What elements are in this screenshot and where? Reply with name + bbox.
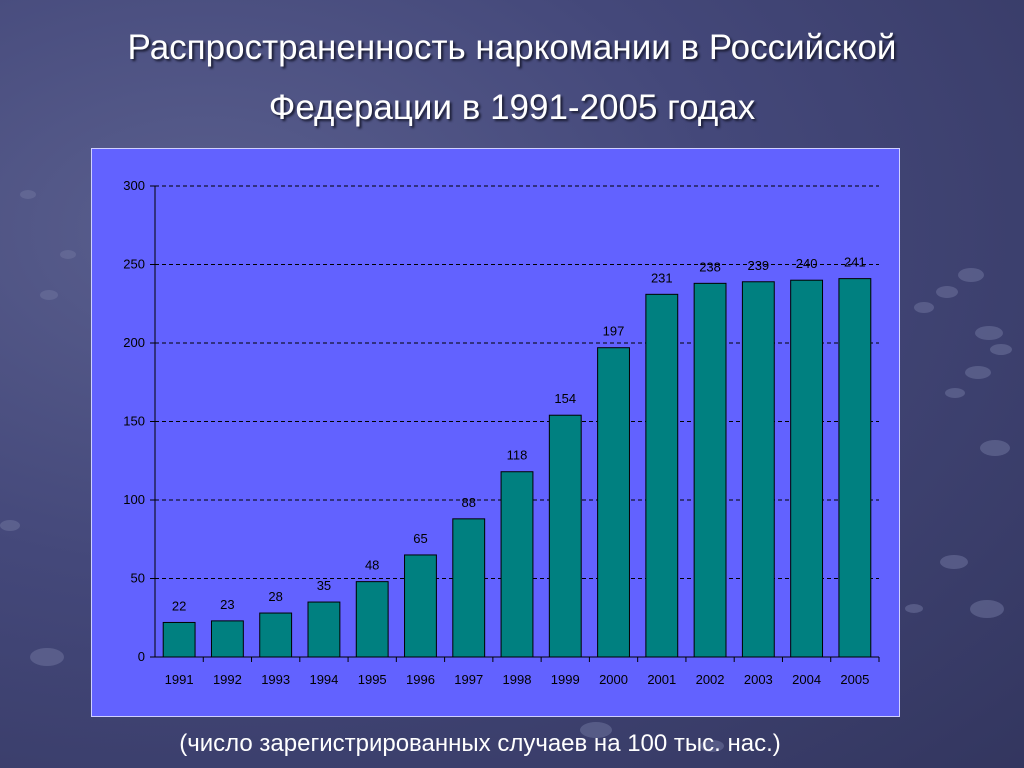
- bar: [404, 554, 437, 658]
- y-tick-label: 300: [123, 178, 145, 193]
- decor-dot: [914, 302, 934, 313]
- bar: [548, 414, 582, 658]
- y-tick-label: 250: [123, 257, 145, 272]
- decor-dot: [30, 648, 64, 666]
- decor-dot: [936, 286, 958, 298]
- decor-dot: [980, 440, 1010, 456]
- data-label: 154: [554, 391, 576, 406]
- x-tick-label: 1997: [454, 672, 483, 687]
- y-tick-label: 50: [131, 571, 145, 586]
- decor-dot: [580, 722, 612, 738]
- bar: [162, 621, 196, 658]
- y-tick-label: 200: [123, 335, 145, 350]
- data-label: 23: [220, 597, 234, 612]
- y-tick-label: 100: [123, 492, 145, 507]
- data-label: 240: [796, 256, 818, 271]
- x-tick-label: 2003: [744, 672, 773, 687]
- data-label: 28: [268, 589, 282, 604]
- data-label: 48: [365, 558, 379, 573]
- decor-dot: [60, 250, 76, 259]
- bar: [307, 601, 341, 658]
- x-tick-label: 1996: [406, 672, 435, 687]
- bar: [210, 620, 244, 658]
- bar: [741, 281, 775, 658]
- decor-dot: [990, 344, 1012, 355]
- bar: [838, 278, 872, 658]
- x-tick-label: 1991: [165, 672, 194, 687]
- chart-caption: (число зарегистрированных случаев на 100…: [179, 730, 781, 757]
- bar: [355, 581, 389, 658]
- data-label: 239: [747, 258, 769, 273]
- x-tick-label: 2002: [696, 672, 725, 687]
- data-label: 22: [172, 598, 186, 613]
- x-tick-label: 2000: [599, 672, 628, 687]
- decor-dot: [940, 555, 968, 569]
- slide-title: Распространенность наркомании в Российск…: [0, 18, 1024, 138]
- bar: [500, 471, 534, 658]
- slide-title-line1: Распространенность наркомании в Российск…: [127, 28, 897, 67]
- decor-dot: [905, 604, 923, 613]
- decor-dot: [0, 520, 20, 531]
- data-label: 197: [603, 324, 625, 339]
- x-tick-label: 1992: [213, 672, 242, 687]
- decor-dot: [945, 388, 965, 398]
- chart-panel: 0 50 100 150 200 250 300 22 1991 23 1992 28 1993 35 19…: [91, 148, 900, 717]
- data-label: 118: [507, 448, 528, 463]
- y-tick-label: 150: [123, 414, 145, 429]
- data-label: 35: [317, 578, 331, 593]
- bar-chart: 0 50 100 150 200 250 300 22 1991 23 1992 28 1993 35 19…: [123, 178, 880, 687]
- x-tick-label: 2005: [840, 672, 869, 687]
- bar: [597, 347, 630, 658]
- data-label: 241: [844, 255, 866, 270]
- x-tick-label: 1993: [261, 672, 290, 687]
- decor-dot: [970, 600, 1004, 618]
- x-tick-label: 2001: [647, 672, 676, 687]
- x-tick-label: 2004: [792, 672, 821, 687]
- bar: [452, 518, 486, 658]
- x-tick-label: 1999: [551, 672, 580, 687]
- decor-dot: [975, 326, 1003, 340]
- x-tick-label: 1998: [503, 672, 532, 687]
- x-tick-label: 1995: [358, 672, 387, 687]
- x-tick-label: 1994: [309, 672, 338, 687]
- decor-dot: [958, 268, 984, 282]
- data-label: 238: [699, 259, 721, 274]
- bar: [790, 279, 824, 658]
- decor-dot: [700, 740, 724, 752]
- data-label: 88: [461, 495, 475, 510]
- decor-dot: [965, 366, 991, 379]
- decor-dot: [20, 190, 36, 199]
- data-label: 65: [413, 531, 427, 546]
- bar: [693, 282, 727, 658]
- y-tick-label: 0: [138, 649, 145, 664]
- bar: [259, 612, 293, 658]
- bar: [645, 293, 679, 658]
- decor-dot: [40, 290, 58, 300]
- data-label: 231: [651, 270, 673, 285]
- slide-title-line2: Федерации в 1991-2005 годах: [268, 88, 756, 127]
